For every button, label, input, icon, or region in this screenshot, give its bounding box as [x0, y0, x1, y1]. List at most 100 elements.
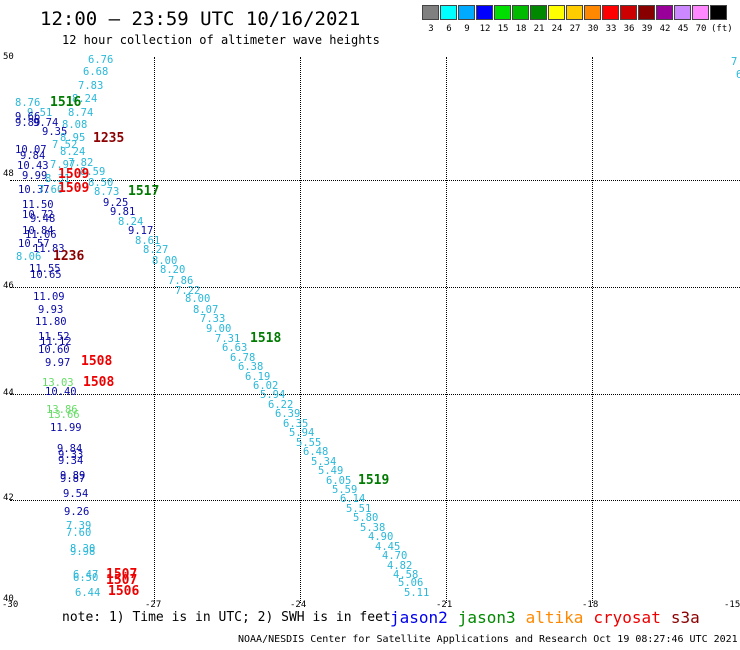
wave-height-value: 9.48 — [30, 213, 56, 225]
wave-height-value: 4.45 — [375, 541, 401, 553]
latitude-label: 46 — [3, 281, 14, 291]
color-swatch — [422, 5, 439, 20]
color-swatch — [440, 5, 457, 20]
wave-height-value: 6.78 — [230, 352, 256, 364]
color-legend-label: 33 — [605, 24, 617, 34]
color-swatch — [692, 5, 709, 20]
latitude-gridline — [10, 180, 740, 181]
wave-height-value: 6.63 — [222, 342, 248, 354]
wave-height-value: 6.39 — [275, 408, 301, 420]
wave-height-value: 6.50 — [73, 572, 99, 584]
wave-height-value: 7.33 — [200, 313, 226, 325]
color-legend-label: 70 — [695, 24, 707, 34]
longitude-gridline — [446, 57, 447, 603]
wave-height-value: 10.57 — [18, 238, 50, 250]
wave-height-value: 7.60 — [38, 184, 64, 196]
wave-height-value: 6.14 — [340, 493, 366, 505]
wave-height-value: 8.31 — [45, 173, 71, 185]
wave-height-value: 6.47 — [73, 569, 99, 581]
pass-number: 1507 — [106, 573, 138, 588]
wave-height-value: 10.60 — [38, 344, 70, 356]
wave-height-value: 7.31 — [215, 333, 241, 345]
wave-height-value: 13.03 — [42, 377, 74, 389]
wave-height-value: 6.44 — [75, 587, 101, 599]
wave-height-value: 8.00 — [152, 255, 178, 267]
wave-height-value: 10.72 — [22, 209, 54, 221]
wave-height-value: 4.58 — [393, 569, 419, 581]
pass-number: 1518 — [250, 331, 282, 346]
wave-height-value: 6.48 — [303, 446, 329, 458]
wave-height-value: 4.82 — [387, 560, 413, 572]
wave-height-value: 8.24 — [118, 216, 144, 228]
satellite-jason3: jason3 — [457, 608, 516, 627]
wave-height-value: 11.52 — [38, 331, 70, 343]
wave-height-value: 9.81 — [110, 206, 136, 218]
pass-number: 1236 — [53, 249, 85, 264]
wave-height-value: 6.68 — [83, 66, 109, 78]
footer-note: note: 1) Time is in UTC; 2) SWH is in fe… — [62, 610, 391, 625]
color-swatch — [602, 5, 619, 20]
color-swatch — [494, 5, 511, 20]
wave-height-value: 6.05 — [326, 475, 352, 487]
wave-height-value: 7.83 — [78, 80, 104, 92]
color-legend-label: 18 — [515, 24, 527, 34]
wave-height-value: 9.99 — [22, 170, 48, 182]
wave-height-value: 10.40 — [45, 386, 77, 398]
wave-height-value: 13.66 — [48, 409, 80, 421]
wave-height-value: 7.86 — [168, 275, 194, 287]
color-swatch — [584, 5, 601, 20]
color-swatch — [656, 5, 673, 20]
longitude-label: -30 — [2, 600, 19, 610]
wave-height-value: 11.50 — [22, 199, 54, 211]
edge-value: 6 — [736, 69, 740, 81]
wave-height-value: 5.59 — [332, 484, 358, 496]
wave-height-value: 8.24 — [72, 93, 98, 105]
wave-height-value: 8.50 — [88, 177, 114, 189]
wave-height-value: 5.11 — [404, 587, 430, 599]
color-swatch — [638, 5, 655, 20]
wave-height-value: 9.87 — [60, 473, 86, 485]
longitude-label: -27 — [145, 600, 162, 610]
longitude-gridline — [592, 57, 593, 603]
wave-height-value: 5.94 — [260, 389, 286, 401]
wave-height-value: 7.60 — [66, 527, 92, 539]
wave-height-value: 9.74 — [33, 117, 59, 129]
wave-height-value: 8.06 — [16, 251, 42, 263]
wave-height-value: 6.38 — [238, 361, 264, 373]
pass-number: 1508 — [83, 375, 115, 390]
pass-number: 1509 — [58, 167, 90, 182]
wave-height-value: 7.97 — [50, 159, 76, 171]
longitude-label: -15 — [724, 600, 740, 610]
latitude-gridline — [10, 287, 740, 288]
latitude-label: 42 — [3, 493, 14, 503]
wave-height-value: 7.82 — [68, 157, 94, 169]
color-legend-label: 42 — [659, 24, 671, 34]
wave-height-value: 11.09 — [33, 291, 65, 303]
wave-height-value: 11.55 — [29, 263, 61, 275]
wave-height-value: 5.34 — [311, 456, 337, 468]
wave-height-value: 9.84 — [20, 150, 46, 162]
color-legend-label: (ft) — [711, 24, 733, 34]
color-legend-label: 9 — [464, 24, 470, 34]
wave-height-value: 8.27 — [143, 244, 169, 256]
wave-height-value: 9.34 — [58, 455, 84, 467]
color-legend-label: 6 — [446, 24, 452, 34]
satellite-altika: altika — [525, 608, 584, 627]
latitude-gridline — [10, 500, 740, 501]
wave-height-value: 5.06 — [398, 577, 424, 589]
wave-height-value: 9.93 — [38, 304, 64, 316]
wave-height-value: 9.26 — [64, 506, 90, 518]
wave-height-value: 9.89 — [15, 117, 41, 129]
color-swatch — [476, 5, 493, 20]
pass-number: 1516 — [50, 95, 82, 110]
satellite-cryosat: cryosat — [593, 608, 661, 627]
wave-height-value: 6.76 — [88, 54, 114, 66]
wave-height-value: 10.65 — [30, 269, 62, 281]
wave-height-value: 8.95 — [60, 132, 86, 144]
wave-height-value: 7.39 — [66, 520, 92, 532]
pass-number: 1507 — [106, 567, 138, 582]
pass-number: 1508 — [81, 354, 113, 369]
color-swatch — [458, 5, 475, 20]
wave-height-value: 8.07 — [193, 304, 219, 316]
pass-number: 1506 — [108, 584, 140, 599]
